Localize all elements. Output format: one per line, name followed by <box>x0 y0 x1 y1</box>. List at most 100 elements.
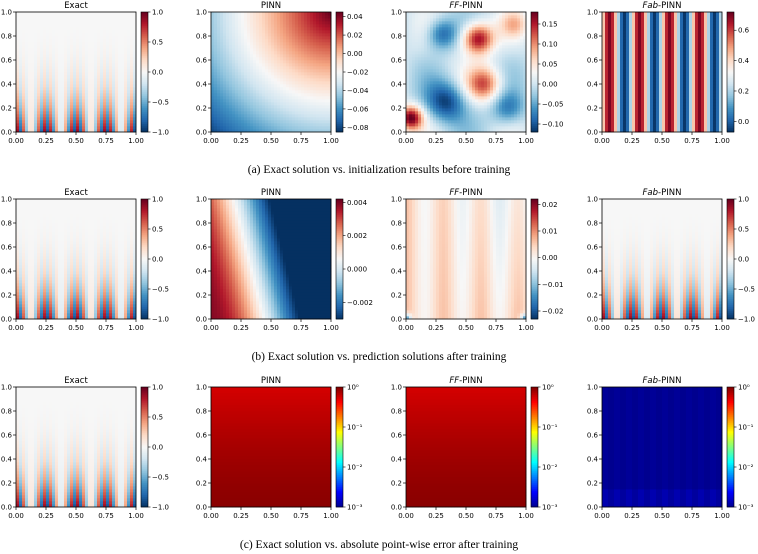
heatmap-cell <box>478 33 482 37</box>
heatmap-cell <box>292 120 296 124</box>
heatmap-cell <box>121 66 125 70</box>
heatmap-cell <box>94 24 98 28</box>
colorbar-segment <box>141 122 148 125</box>
heatmap-cell <box>481 12 485 16</box>
heatmap-cell <box>226 21 230 25</box>
heatmap-cell <box>328 54 332 58</box>
heatmap-cell <box>418 99 422 103</box>
heatmap-cell <box>442 27 446 31</box>
heatmap-cell <box>91 93 95 97</box>
heatmap-cell <box>241 84 245 88</box>
heatmap-cell <box>436 54 440 58</box>
heatmap-cell <box>79 123 83 127</box>
heatmap-cell <box>307 114 311 118</box>
heatmap-cell <box>493 84 497 88</box>
heatmap-cell <box>124 90 128 94</box>
heatmap-cell <box>250 93 254 97</box>
heatmap-cell <box>523 75 527 79</box>
heatmap-cell <box>73 81 77 85</box>
heatmap-cell <box>256 108 260 112</box>
heatmap-cell <box>490 99 494 103</box>
heatmap-cell <box>415 87 419 91</box>
heatmap-cell <box>265 114 269 118</box>
heatmap-cell <box>517 75 521 79</box>
heatmap-cell <box>307 129 311 133</box>
heatmap-cell <box>16 78 20 82</box>
heatmap-cell <box>277 36 281 40</box>
heatmap-cell <box>496 48 500 52</box>
heatmap-cell <box>454 27 458 31</box>
heatmap-cell <box>100 12 104 16</box>
heatmap-cell <box>412 99 416 103</box>
heatmap-cell <box>70 48 74 52</box>
heatmap-cell <box>430 129 434 133</box>
heatmap-cell <box>223 42 227 46</box>
heatmap-cell <box>295 99 299 103</box>
heatmap-cell <box>292 33 296 37</box>
colorbar-segment <box>141 46 148 49</box>
heatmap-cell <box>70 108 74 112</box>
heatmap-cell <box>259 102 263 106</box>
heatmap-cell <box>211 63 215 67</box>
heatmap-cell <box>328 120 332 124</box>
heatmap-cell <box>16 123 20 127</box>
heatmap-cell <box>496 93 500 97</box>
heatmap-cell <box>427 126 431 130</box>
heatmap-cell <box>445 63 449 67</box>
heatmap-cell <box>112 75 116 79</box>
heatmap-cell <box>241 51 245 55</box>
heatmap-cell <box>271 57 275 61</box>
heatmap-cell <box>112 84 116 88</box>
heatmap-cell <box>94 27 98 31</box>
heatmap-cell <box>133 12 137 16</box>
heatmap-cell <box>55 99 59 103</box>
heatmap-cell <box>235 69 239 73</box>
heatmap-cell <box>463 129 467 133</box>
heatmap-cell <box>283 36 287 40</box>
heatmap-cell <box>424 102 428 106</box>
heatmap-cell <box>64 48 68 52</box>
heatmap-cell <box>223 36 227 40</box>
heatmap-cell <box>121 36 125 40</box>
heatmap-cell <box>424 48 428 52</box>
heatmap-cell <box>469 27 473 31</box>
heatmap-cell <box>46 18 50 22</box>
heatmap-cell <box>430 33 434 37</box>
heatmap-cell <box>256 63 260 67</box>
heatmap-cell <box>517 105 521 109</box>
heatmap-cell <box>106 105 110 109</box>
colorbar-segment <box>336 84 343 87</box>
heatmap-cell <box>448 114 452 118</box>
heatmap-cell <box>295 24 299 28</box>
heatmap-cell <box>70 81 74 85</box>
heatmap-cell <box>82 84 86 88</box>
heatmap-cell <box>448 123 452 127</box>
heatmap-cell <box>271 36 275 40</box>
heatmap-cell <box>274 54 278 58</box>
heatmap-cell <box>22 126 26 130</box>
heatmap-cell <box>319 33 323 37</box>
heatmap-cell <box>277 15 281 19</box>
heatmap-cell <box>280 60 284 64</box>
heatmap-cell <box>76 99 80 103</box>
heatmap-cell <box>292 48 296 52</box>
heatmap-cell <box>454 69 458 73</box>
heatmap-cell <box>232 111 236 115</box>
heatmap-cell <box>124 114 128 118</box>
heatmap-cell <box>499 39 503 43</box>
heatmap-cell <box>286 69 290 73</box>
heatmap-cell <box>298 54 302 58</box>
heatmap-cell <box>55 75 59 79</box>
heatmap-cell <box>424 54 428 58</box>
heatmap-cell <box>466 48 470 52</box>
heatmap-cell <box>505 54 509 58</box>
heatmap-cell <box>322 72 326 76</box>
heatmap-cell <box>520 84 524 88</box>
heatmap-cell <box>22 27 26 31</box>
heatmap-cell <box>310 60 314 64</box>
heatmap-cell <box>421 27 425 31</box>
heatmap-cell <box>94 120 98 124</box>
heatmap-cell <box>226 120 230 124</box>
heatmap-cell <box>37 57 41 61</box>
heatmap-cell <box>241 24 245 28</box>
